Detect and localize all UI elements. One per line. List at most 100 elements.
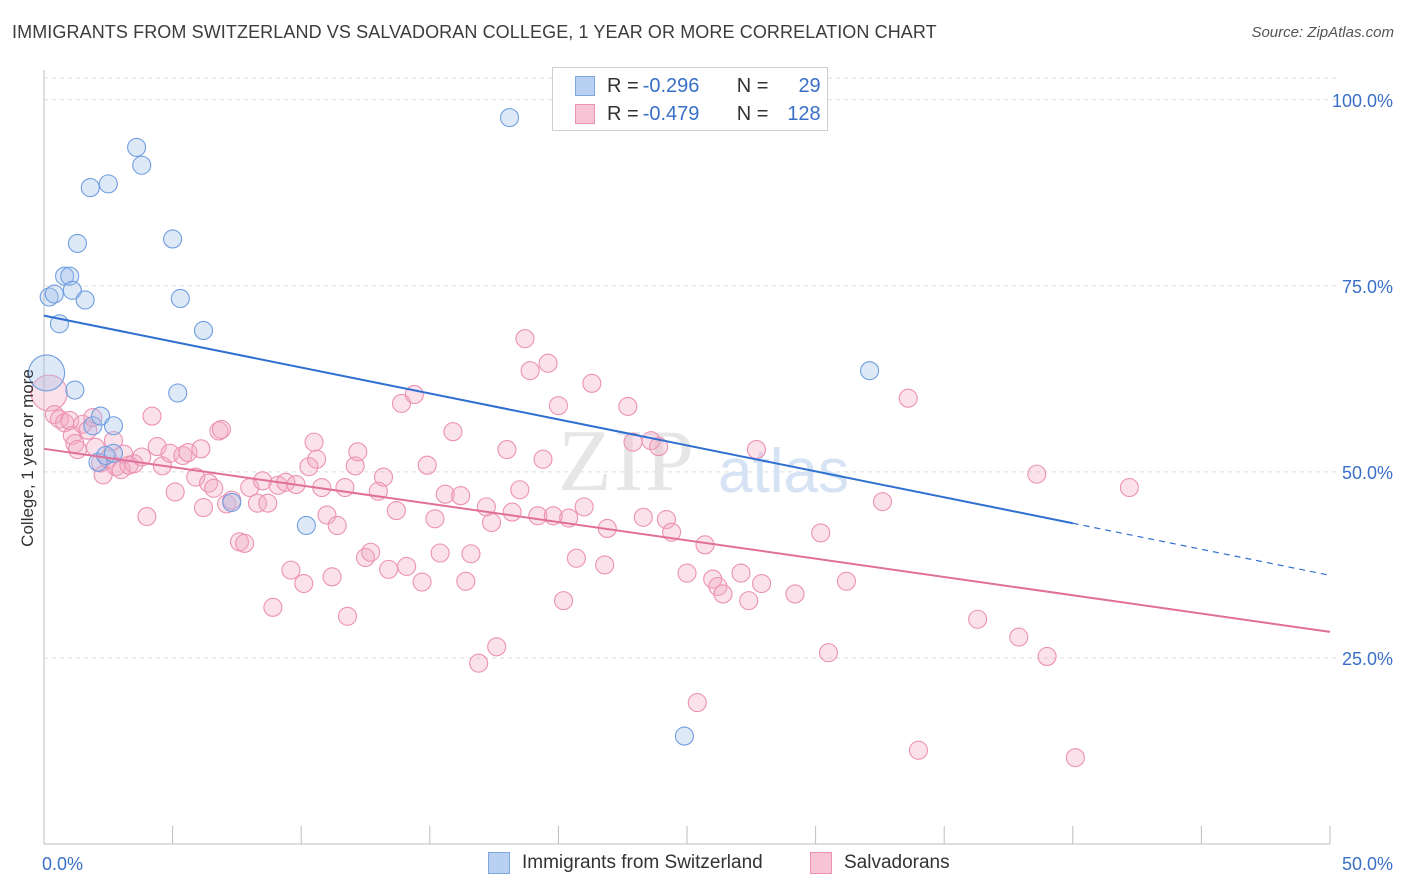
series-legend-swatch-salvadoran	[810, 852, 832, 874]
watermark-zip: ZIP	[558, 413, 696, 510]
legend-row-switzerland: R = -0.296 N = 29	[575, 74, 821, 98]
point-salvadoran	[872, 492, 893, 512]
legend-swatch-salvadoran	[575, 104, 595, 124]
point-salvadoran	[538, 353, 558, 373]
point-salvadoran	[713, 584, 733, 604]
point-salvadoran	[687, 693, 707, 713]
point-switzerland	[193, 320, 214, 341]
trend-lines	[43, 314, 1331, 633]
point-salvadoran	[193, 498, 214, 518]
point-salvadoran	[595, 555, 615, 575]
point-salvadoran	[908, 740, 929, 760]
x-tick-label: 0.0%	[42, 854, 83, 874]
point-salvadoran	[461, 544, 481, 564]
point-switzerland	[222, 492, 242, 512]
point-salvadoran	[178, 442, 198, 463]
legend-r-value-switzerland: -0.296	[642, 74, 700, 97]
legend-r-label: R =	[607, 102, 639, 125]
y-tick-label: 50.0%	[1342, 463, 1393, 483]
series-legend-label-salvadoran: Salvadorans	[844, 852, 950, 873]
series-legend: Immigrants from Switzerland Salvadorans	[0, 852, 1406, 878]
point-salvadoran	[60, 410, 80, 431]
point-switzerland	[39, 287, 59, 307]
point-switzerland	[860, 361, 880, 381]
point-salvadoran	[430, 543, 450, 563]
point-salvadoran	[574, 497, 594, 517]
point-switzerland	[44, 284, 64, 304]
point-switzerland	[75, 290, 95, 310]
point-switzerland	[296, 515, 316, 536]
point-salvadoran	[481, 512, 502, 533]
point-salvadoran	[327, 515, 347, 536]
point-salvadoran	[443, 422, 463, 442]
watermark: ZIP atlas	[558, 413, 849, 510]
trend-line-switzerland	[43, 314, 1073, 525]
point-salvadoran	[67, 440, 87, 460]
source-label: Source: ZipAtlas.com	[1251, 24, 1394, 41]
point-salvadoran	[173, 445, 193, 466]
trend-line-salvadoran	[43, 447, 1331, 633]
axes	[43, 70, 1331, 845]
point-salvadoran	[746, 440, 766, 460]
y-tick-label: 75.0%	[1342, 277, 1393, 297]
point-salvadoran	[752, 573, 772, 594]
point-salvadoran	[294, 573, 314, 594]
point-switzerland	[67, 233, 87, 253]
point-salvadoran	[1065, 748, 1085, 768]
point-salvadoran	[497, 440, 517, 460]
point-salvadoran	[73, 414, 93, 434]
point-salvadoran	[435, 484, 455, 504]
point-salvadoran	[1119, 477, 1139, 498]
legend-row-salvadoran: R = -0.479 N = 128	[575, 102, 821, 126]
legend-swatch-switzerland	[575, 76, 595, 96]
point-salvadoran	[739, 591, 759, 611]
chart-title: IMMIGRANTS FROM SWITZERLAND VS SALVADORA…	[12, 22, 937, 42]
point-switzerland	[28, 354, 66, 392]
legend-n-label: N =	[736, 102, 769, 125]
point-salvadoran	[487, 637, 507, 657]
point-salvadoran	[299, 457, 319, 477]
point-salvadoran	[142, 406, 162, 426]
point-salvadoran	[520, 361, 540, 381]
point-salvadoran	[373, 467, 394, 487]
point-salvadoran	[83, 408, 103, 428]
point-salvadoran	[836, 571, 857, 591]
point-salvadoran	[633, 507, 653, 527]
point-salvadoran	[582, 373, 602, 393]
point-switzerland	[674, 726, 694, 746]
point-salvadoran	[355, 547, 376, 568]
point-salvadoran	[456, 571, 476, 591]
point-salvadoran	[235, 533, 255, 553]
point-salvadoran	[1027, 464, 1047, 484]
point-salvadoran	[137, 506, 157, 527]
watermark-atlas: atlas	[718, 437, 849, 506]
legend-n-label: N =	[736, 74, 769, 97]
point-salvadoran	[1009, 627, 1029, 647]
point-salvadoran	[191, 439, 211, 459]
point-salvadoran	[811, 523, 831, 543]
series-legend-salvadoran[interactable]: Salvadorans	[810, 852, 950, 874]
point-salvadoran	[968, 609, 988, 629]
point-salvadoran	[553, 591, 574, 611]
point-salvadoran	[258, 493, 278, 513]
point-salvadoran	[412, 572, 432, 592]
series-legend-swatch-switzerland	[488, 852, 510, 874]
series-legend-switzerland[interactable]: Immigrants from Switzerland	[488, 852, 763, 874]
point-salvadoran	[49, 409, 69, 429]
point-salvadoran	[345, 456, 365, 476]
point-salvadoran	[731, 563, 751, 583]
point-salvadoran	[397, 556, 417, 576]
legend-r-value-salvadoran: -0.479	[642, 102, 700, 125]
point-switzerland	[62, 280, 82, 300]
point-salvadoran	[304, 432, 324, 452]
legend-box: R = -0.296 N = 29 R = -0.479 N = 128	[552, 67, 828, 131]
point-salvadoran	[502, 502, 522, 522]
legend-r-label: R =	[607, 74, 639, 97]
point-switzerland	[163, 229, 183, 249]
point-salvadoran	[566, 548, 586, 568]
point-salvadoran	[515, 329, 535, 349]
point-salvadoran	[379, 559, 399, 579]
y-axis-label: College, 1 year or more	[18, 369, 37, 547]
point-salvadoran	[533, 449, 553, 469]
point-salvadoran	[348, 442, 368, 462]
